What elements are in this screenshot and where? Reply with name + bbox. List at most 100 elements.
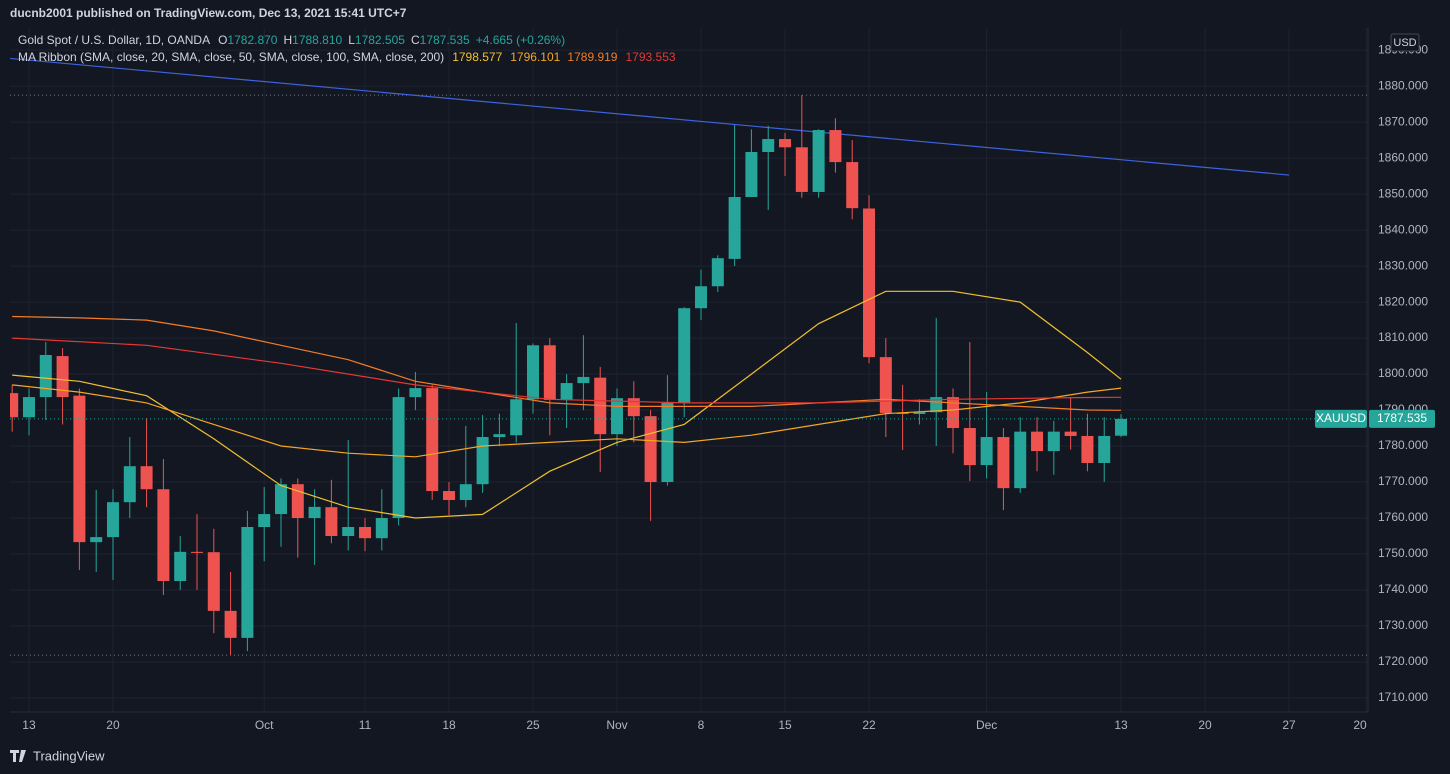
candle-body: [459, 484, 472, 501]
ma-line: [12, 384, 1122, 458]
y-tick-label: 1780.000: [1378, 438, 1428, 452]
ma-value: 1793.553: [625, 50, 675, 64]
candle-body: [543, 345, 556, 400]
candle-body: [10, 393, 19, 418]
candle-body: [325, 507, 338, 537]
y-tick-label: 1760.000: [1378, 510, 1428, 524]
candle-body: [90, 537, 103, 543]
x-tick-label: 20: [1198, 718, 1212, 732]
candle-body: [980, 437, 993, 466]
ohlc-value: 1788.810: [292, 33, 342, 47]
y-tick-label: 1880.000: [1378, 78, 1428, 92]
footer-brand: TradingView: [33, 748, 105, 763]
x-tick-label: Dec: [976, 718, 997, 732]
candle-body: [56, 356, 69, 398]
candle-body: [661, 402, 674, 483]
candle-body: [846, 162, 859, 209]
candle-body: [443, 491, 456, 501]
candle-body: [207, 552, 220, 611]
candle-body: [241, 527, 254, 638]
change-value: +4.665 (+0.26%): [476, 33, 565, 47]
indicator-title: MA Ribbon (SMA, close, 20, SMA, close, 5…: [18, 50, 444, 64]
ohlc-key: C: [411, 33, 420, 47]
ma-line: [12, 290, 1122, 519]
currency-badge: [1390, 33, 1420, 52]
ohlc-key: L: [348, 33, 355, 47]
candle-body: [863, 208, 876, 358]
axes: 1710.000 1720.000 1730.000 1740.000 1750.000…: [22, 42, 1428, 732]
candle-body: [157, 489, 170, 581]
ohlc-value: 1782.505: [355, 33, 405, 47]
ma-line: [12, 315, 1122, 411]
candle-body: [291, 484, 304, 519]
y-tick-label: 1800.000: [1378, 366, 1428, 380]
ohlc-value: 1782.870: [227, 33, 277, 47]
ohlc-key: O: [218, 33, 227, 47]
y-tick-label: 1710.000: [1378, 690, 1428, 704]
candle-body: [190, 551, 203, 553]
candle-body: [695, 286, 708, 309]
y-tick-label: 1810.000: [1378, 330, 1428, 344]
candle-body: [22, 397, 35, 418]
symbol-badge: [1315, 409, 1367, 428]
x-tick-label: Oct: [255, 718, 274, 732]
candle-body: [577, 376, 590, 384]
price-badge: [1369, 409, 1435, 428]
candle-body: [476, 437, 489, 485]
candle-body: [728, 196, 741, 259]
candle-body: [140, 466, 153, 490]
x-tick-label: 20: [106, 718, 120, 732]
x-tick-label: 11: [359, 718, 372, 732]
candle-body: [39, 354, 52, 398]
candle-body: [947, 397, 960, 429]
candle-body: [795, 147, 808, 192]
x-tick-label: 25: [526, 718, 540, 732]
candle-body: [678, 308, 691, 403]
x-tick-label: 13: [22, 718, 36, 732]
candle-body: [711, 258, 724, 287]
candle-body: [1081, 435, 1094, 463]
candle-body: [392, 397, 405, 519]
candle-body: [409, 388, 422, 398]
legend-ma: MA Ribbon (SMA, close, 20, SMA, close, 5…: [18, 50, 676, 64]
currency-label: USD: [1393, 37, 1416, 49]
candle-body: [812, 130, 825, 192]
y-tick-label: 1740.000: [1378, 582, 1428, 596]
ma-value: 1798.577: [452, 50, 502, 64]
candle-body: [426, 388, 439, 492]
x-tick-label: 22: [862, 718, 876, 732]
candle-body: [224, 610, 237, 638]
candle-body: [930, 397, 943, 413]
candle-body: [879, 357, 892, 413]
candle-body: [762, 139, 775, 153]
trendline: [10, 57, 1290, 176]
y-tick-label: 1730.000: [1378, 618, 1428, 632]
x-tick-label: 18: [442, 718, 456, 732]
candle-body: [913, 412, 926, 415]
y-tick-label: 1840.000: [1378, 222, 1428, 236]
candle-body: [174, 551, 187, 581]
candle-body: [1047, 431, 1060, 452]
x-tick-label: 15: [778, 718, 792, 732]
symbol-title: Gold Spot / U.S. Dollar, 1D, OANDA: [18, 33, 210, 47]
x-tick-label: 27: [1282, 718, 1296, 732]
candle-body: [1014, 431, 1027, 489]
candle-body: [779, 139, 792, 148]
y-tick-label: 1850.000: [1378, 186, 1428, 200]
candle-body: [1031, 431, 1044, 452]
candle-body: [527, 345, 540, 400]
candle-body: [258, 514, 271, 528]
y-tick-label: 1860.000: [1378, 150, 1428, 164]
candle-body: [308, 506, 321, 519]
candle-body: [627, 398, 640, 417]
x-tick-label: 8: [698, 718, 705, 732]
candle-body: [963, 428, 976, 466]
publisher: ducnb2001 published on TradingView.com, …: [10, 6, 407, 20]
candle-body: [1115, 418, 1128, 436]
ma-value: 1796.101: [510, 50, 560, 64]
candle-body: [342, 527, 355, 537]
x-tick-label: Nov: [606, 718, 627, 732]
